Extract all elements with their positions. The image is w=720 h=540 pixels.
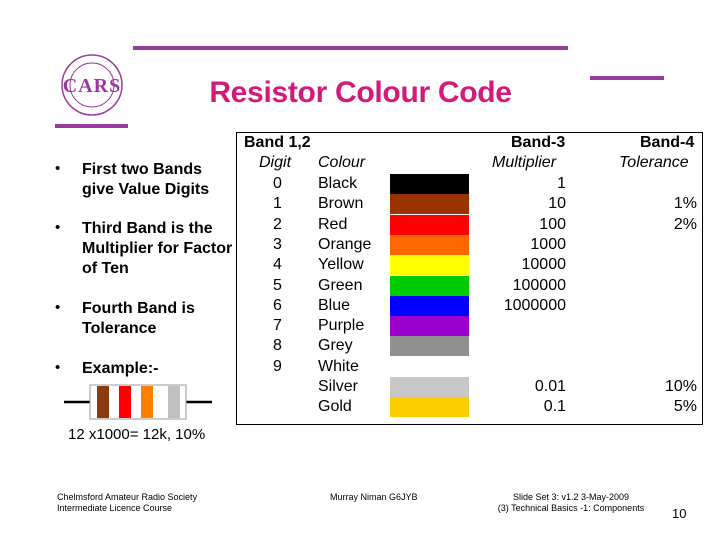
header-band3: Band-3 — [511, 134, 566, 151]
resistor-band-4 — [168, 386, 180, 418]
resistor-band-1 — [97, 386, 109, 418]
cars-logo: CARS — [52, 45, 132, 125]
mult-cell: 0.01 — [534, 378, 566, 395]
bullet-marker: • — [55, 219, 61, 236]
bullet-text: Third Band is the Multiplier for Factor … — [82, 220, 233, 277]
bullet-marker: • — [55, 160, 61, 177]
page-number: 10 — [672, 506, 687, 521]
footer-society-line2: Intermediate Licence Course — [57, 503, 173, 513]
footer-slide-line1: Slide Set 3: v1.2 3-May-2009 — [512, 492, 630, 502]
colour-cell: Purple — [318, 317, 365, 334]
tol-cell: 1% — [673, 195, 697, 212]
mult-cell: 10000 — [521, 256, 567, 273]
right-accent-bar — [590, 76, 664, 80]
footer-society: Chelmsford Amateur Radio Society Interme… — [57, 492, 197, 514]
header-tolerance: Tolerance — [619, 154, 689, 171]
digit-cell: 5 — [273, 277, 282, 294]
colour-cell: Brown — [318, 195, 364, 212]
colour-cell: Orange — [318, 236, 372, 253]
digit-cell: 7 — [273, 317, 282, 334]
digit-cell: 8 — [273, 337, 282, 354]
colour-cell: Green — [318, 277, 363, 294]
resistor-band-2 — [119, 386, 131, 418]
colour-swatch — [390, 255, 469, 275]
colour-swatch — [390, 336, 469, 356]
digit-cell: 9 — [273, 358, 282, 375]
digit-cell: 3 — [273, 236, 282, 253]
colour-cell: White — [318, 358, 359, 375]
bullet-text: Fourth Band is Tolerance — [82, 300, 195, 337]
mult-cell: 10 — [548, 195, 566, 212]
example-caption: 12 x1000= 12k, 10% — [68, 426, 206, 443]
colour-cell: Silver — [318, 378, 359, 395]
mult-cell: 1000000 — [503, 297, 566, 314]
bullet-text: Example:- — [82, 360, 159, 377]
digit-cell: 6 — [273, 297, 282, 314]
header-multiplier: Multiplier — [492, 154, 557, 171]
header-band12: Band 1,2 — [244, 134, 311, 151]
resistor-band-3 — [141, 386, 153, 418]
footer-author: Murray Niman G6JYB — [330, 492, 418, 502]
colour-cell: Black — [318, 175, 358, 192]
digit-cell: 1 — [273, 195, 282, 212]
tol-cell: 10% — [664, 378, 697, 395]
colour-cell: Blue — [318, 297, 351, 314]
colour-swatch — [390, 296, 469, 316]
colour-code-table — [236, 132, 703, 425]
colour-swatch — [390, 316, 469, 336]
footer-society-line1: Chelmsford Amateur Radio Society — [57, 492, 198, 502]
footer-slide-line2: (3) Technical Basics -1: Components — [497, 503, 645, 513]
svg-text:CARS: CARS — [63, 75, 121, 97]
colour-cell: Yellow — [318, 256, 364, 273]
digit-cell: 0 — [273, 175, 282, 192]
footer-slide-info: Slide Set 3: v1.2 3-May-2009 (3) Technic… — [483, 492, 659, 514]
tol-cell: 2% — [673, 216, 697, 233]
bullet-text: First two Bands give Value Digits — [82, 161, 210, 198]
header-band4: Band-4 — [640, 134, 695, 151]
colour-swatch — [390, 357, 469, 377]
example-resistor-illustration — [64, 384, 212, 420]
logo-underline-bar — [55, 124, 128, 128]
mult-cell: 100000 — [512, 277, 566, 294]
mult-cell: 0.1 — [543, 398, 566, 415]
colour-swatch — [390, 397, 469, 417]
mult-cell: 1 — [557, 175, 566, 192]
slide-title: Resistor Colour Code — [209, 76, 512, 109]
mult-cell: 100 — [539, 216, 566, 233]
bullet-marker: • — [55, 359, 61, 376]
digit-cell: 2 — [273, 216, 282, 233]
colour-swatch — [390, 215, 469, 235]
tol-cell: 5% — [673, 398, 697, 415]
colour-cell: Gold — [318, 398, 352, 415]
colour-swatch — [390, 276, 469, 296]
mult-cell: 1000 — [530, 236, 566, 253]
bullet-marker: • — [55, 299, 61, 316]
header-digit: Digit — [259, 154, 292, 171]
header-colour: Colour — [318, 154, 366, 171]
colour-swatch — [390, 235, 469, 255]
colour-swatch — [390, 377, 469, 397]
digit-cell: 4 — [273, 256, 282, 273]
colour-cell: Grey — [318, 337, 353, 354]
colour-swatch — [390, 194, 469, 214]
top-accent-bar — [133, 46, 568, 50]
colour-swatch — [390, 174, 469, 194]
colour-cell: Red — [318, 216, 348, 233]
